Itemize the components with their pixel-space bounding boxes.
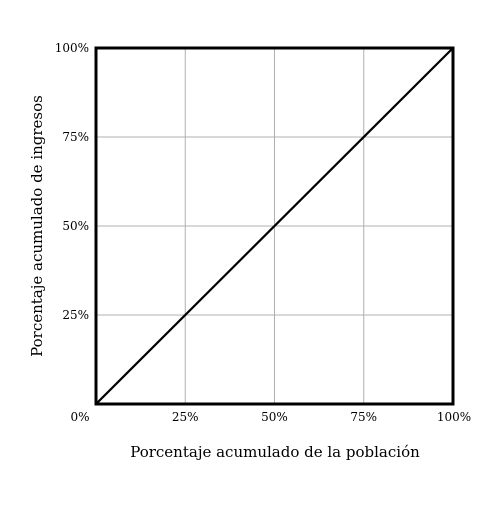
x-tick-label-50: 50%	[261, 410, 288, 424]
series-lines	[95, 47, 454, 405]
x-axis-title: Porcentaje acumulado de la población	[130, 443, 420, 461]
plot-frame	[94, 46, 455, 406]
y-tick-label-75: 75%	[62, 130, 89, 144]
x-tick-label-0: 0%	[70, 410, 89, 424]
x-tick-label-75: 75%	[350, 410, 377, 424]
series-line-0	[95, 47, 454, 405]
y-tick-label-50: 50%	[62, 219, 89, 233]
y-tick-label-25: 25%	[62, 308, 89, 322]
y-tick-labels: 25% 50% 75% 100%	[55, 41, 89, 322]
y-axis-title: Porcentaje acumulado de ingresos	[28, 95, 46, 357]
y-tick-label-100: 100%	[55, 41, 89, 55]
x-tick-label-25: 25%	[172, 410, 199, 424]
x-tick-label-100: 100%	[437, 410, 471, 424]
x-tick-labels: 0% 25% 50% 75% 100%	[70, 410, 471, 424]
